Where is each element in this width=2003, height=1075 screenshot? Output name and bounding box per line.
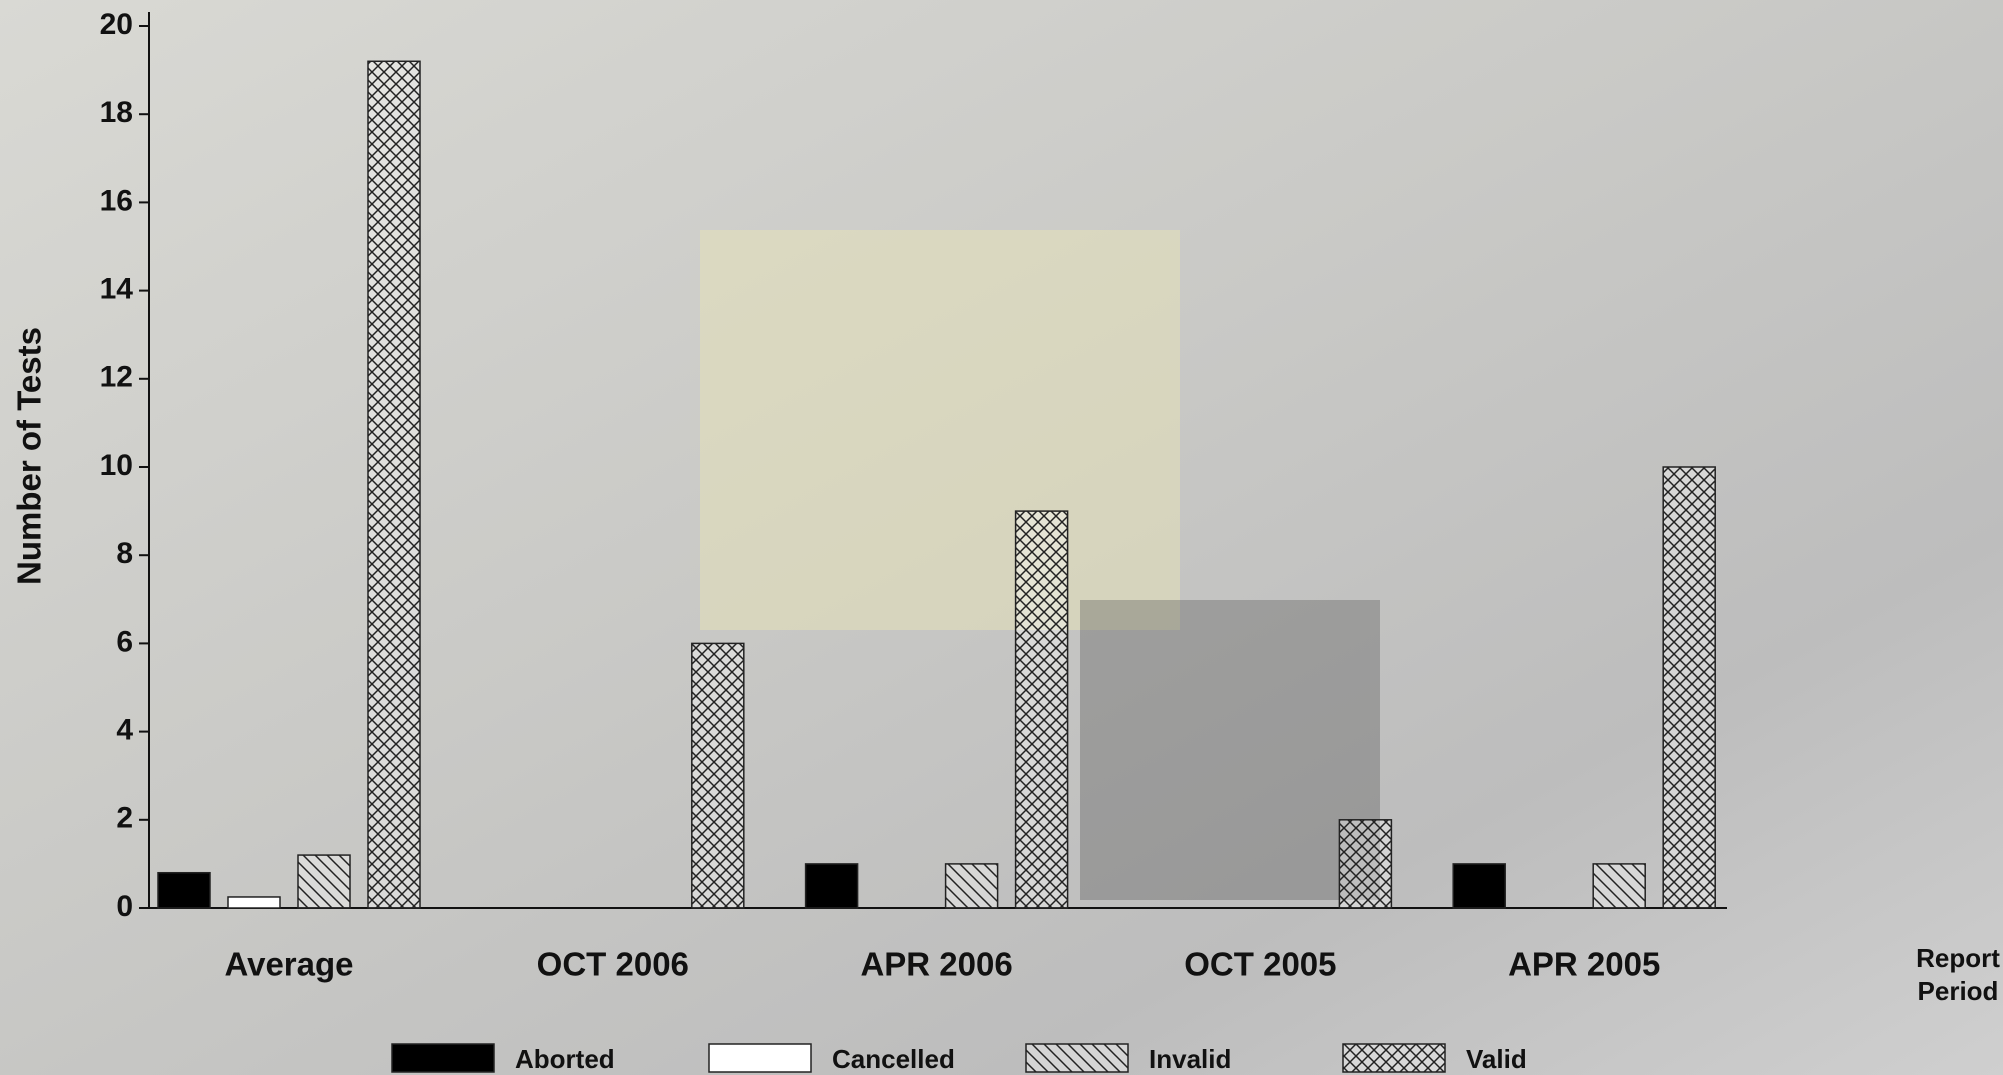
background-shape [700,230,1180,630]
bar [367,60,421,909]
x-tick-label: OCT 2006 [537,946,689,983]
bar [227,896,281,909]
y-tick-label: 2 [116,802,133,835]
legend-swatch [1342,1043,1446,1073]
y-tick-label: 18 [100,96,133,129]
y-tick-label: 14 [100,273,134,306]
y-tick-label: 8 [116,537,133,570]
y-tick-label: 12 [100,361,133,394]
bar [1662,466,1716,909]
y-axis-label: Number of Tests [11,327,48,585]
legend-label: Aborted [515,1044,615,1074]
y-tick-label: 0 [116,890,133,923]
y-tick-label: 6 [116,625,133,658]
y-tick-label: 10 [100,449,133,482]
legend-swatch [1025,1043,1129,1073]
x-axis-label: Report Period [1916,943,2000,1006]
x-tick-label: APR 2005 [1508,946,1660,983]
x-tick-label: Average [224,946,353,983]
legend-label: Cancelled [832,1044,955,1074]
bar [1014,510,1069,909]
bar [691,642,745,909]
y-tick-label: 20 [100,8,133,41]
legend-label: Invalid [1149,1044,1231,1074]
bar [1592,863,1646,909]
bar [157,871,211,909]
legend-label: Valid [1466,1044,1527,1074]
bar [804,863,859,909]
y-tick-label: 4 [116,714,133,747]
bar [297,854,351,909]
legend-swatch [708,1043,812,1073]
bar [944,863,999,909]
bar [1338,819,1393,909]
x-tick-label: APR 2006 [860,946,1012,983]
legend-swatch [391,1043,495,1073]
background-shape [1080,600,1380,900]
bar [1452,863,1506,909]
y-tick-label: 16 [100,184,133,217]
x-tick-label: OCT 2005 [1184,946,1336,983]
